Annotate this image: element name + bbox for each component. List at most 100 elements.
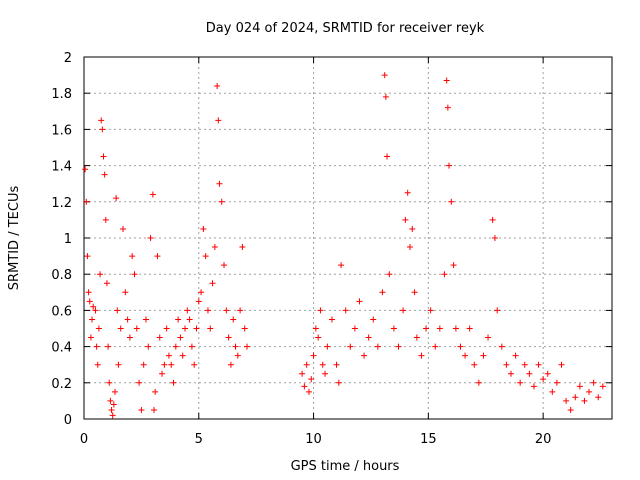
data-point: [586, 388, 593, 395]
data-point: [374, 343, 381, 350]
data-point: [301, 383, 308, 390]
data-point: [563, 397, 570, 404]
data-point: [558, 361, 565, 368]
data-point: [521, 361, 528, 368]
data-point: [450, 262, 457, 269]
data-point: [149, 191, 156, 198]
data-point: [400, 307, 407, 314]
y-tick-label: 1.2: [51, 196, 72, 211]
data-point: [319, 361, 326, 368]
data-point: [198, 289, 205, 296]
data-point: [572, 394, 579, 401]
data-point: [215, 117, 222, 124]
data-point: [101, 171, 108, 178]
data-point: [211, 244, 218, 251]
data-point: [535, 361, 542, 368]
data-point: [152, 388, 159, 395]
data-point: [382, 93, 389, 100]
data-point: [324, 343, 331, 350]
data-point: [239, 244, 246, 251]
data-point: [581, 397, 588, 404]
data-point: [335, 379, 342, 386]
data-point: [221, 262, 228, 269]
data-point: [384, 153, 391, 160]
data-point: [237, 307, 244, 314]
data-point: [159, 370, 166, 377]
data-point: [147, 235, 154, 241]
data-point: [204, 307, 211, 314]
data-point: [126, 334, 133, 341]
data-point: [103, 280, 110, 287]
data-point: [209, 280, 216, 287]
data-point: [232, 343, 239, 350]
data-point: [105, 343, 112, 350]
data-point: [193, 325, 200, 332]
data-point: [595, 394, 602, 401]
data-point: [111, 388, 118, 395]
data-point: [182, 325, 189, 332]
data-point: [82, 166, 89, 173]
data-point: [227, 361, 234, 368]
y-tick-label: 1.4: [51, 160, 72, 175]
data-point: [100, 153, 107, 160]
data-point: [89, 316, 96, 323]
data-point: [446, 162, 453, 169]
data-point: [136, 379, 143, 386]
data-point: [93, 343, 100, 350]
data-point: [475, 379, 482, 386]
data-point: [186, 316, 193, 323]
data-point: [170, 379, 177, 386]
data-point: [86, 298, 93, 305]
data-point: [133, 325, 140, 332]
data-point: [131, 271, 138, 278]
data-point: [544, 370, 551, 377]
data-point: [124, 316, 131, 323]
data-point: [310, 352, 317, 359]
data-point: [443, 77, 450, 84]
data-point: [225, 334, 232, 341]
data-point: [179, 352, 186, 359]
data-point: [489, 216, 496, 223]
data-point: [95, 325, 102, 332]
data-point: [154, 253, 161, 260]
data-point: [413, 334, 420, 341]
data-point: [402, 216, 409, 223]
x-tick-label: 15: [420, 432, 437, 447]
data-point: [163, 325, 170, 332]
data-point: [92, 307, 99, 314]
data-point: [432, 343, 439, 350]
data-point: [230, 316, 237, 323]
data-point: [491, 235, 498, 241]
data-point: [188, 343, 195, 350]
data-point: [444, 104, 451, 111]
data-point: [202, 253, 209, 260]
data-point: [599, 383, 606, 390]
data-point: [234, 352, 241, 359]
data-point: [530, 383, 537, 390]
data-point: [140, 361, 147, 368]
data-point: [177, 334, 184, 341]
data-point: [409, 225, 416, 232]
data-point: [142, 316, 149, 323]
data-point: [84, 253, 91, 260]
data-point: [94, 361, 101, 368]
data-point: [83, 198, 90, 205]
data-point: [517, 379, 524, 386]
data-point: [590, 379, 597, 386]
data-point: [567, 406, 574, 413]
data-point: [386, 271, 393, 278]
data-point: [129, 253, 136, 260]
data-point: [333, 361, 340, 368]
data-point: [97, 271, 104, 278]
data-point: [494, 307, 501, 314]
data-point: [361, 352, 368, 359]
data-point: [214, 82, 221, 89]
data-point: [395, 343, 402, 350]
data-point: [448, 198, 455, 205]
data-point: [471, 361, 478, 368]
data-point: [165, 352, 172, 359]
data-point: [404, 189, 411, 196]
data-point: [122, 289, 129, 296]
x-tick-label: 10: [305, 432, 322, 447]
data-point: [161, 361, 168, 368]
